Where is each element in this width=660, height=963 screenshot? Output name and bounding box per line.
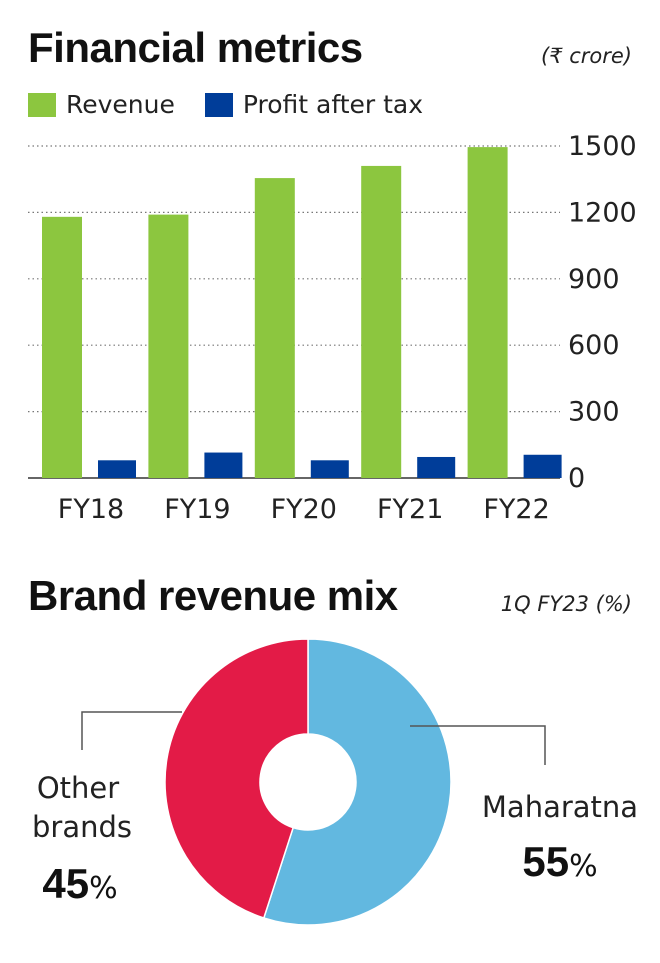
x-tick-label: FY19 [164,494,230,525]
x-tick-label: FY18 [58,494,124,525]
x-tick-label: FY20 [271,494,337,525]
legend-label-revenue: Revenue [66,90,175,119]
bar-revenue-fy21 [361,165,402,479]
pie-chart: Maharatna 55% Other brands 45% [32,638,638,926]
x-tick-label: FY21 [377,494,443,525]
bar-chart: 0 300 600 900 1200 1500 FY18 FY19 FY20 FY21 FY22 [28,131,637,525]
legend-label-profit: Profit after tax [242,90,424,119]
slice-label-other-brands-line1: Other [37,771,119,805]
pie-slice-other-brands [164,638,309,919]
pie-chart-title: Brand revenue mix [28,572,398,619]
y-tick-label: 300 [568,397,620,428]
bar-profit-fy20 [310,460,349,478]
y-tick-label: 0 [568,463,585,494]
bar-chart-title: Financial metrics [28,24,363,71]
y-tick-label: 1500 [568,131,637,162]
leader-line-other-brands [81,711,182,750]
bar-profit-fy18 [98,460,136,478]
legend-swatch-revenue [28,92,56,117]
legend-swatch-profit [204,92,233,117]
bar-chart-legend: Revenue Profit after tax [28,90,453,119]
x-tick-label: FY22 [483,494,549,525]
bar-profit-fy22 [523,454,562,478]
legend-item-revenue: Revenue [28,90,175,119]
bar-revenue-fy22 [467,147,508,478]
bar-revenue-fy18 [42,216,82,478]
slice-value-other-brands: 45% [42,860,117,907]
leader-line-maharatna [410,725,546,765]
y-tick-label: 600 [568,330,620,361]
slice-label-other-brands-line2: brands [32,810,132,844]
y-tick-label: 1200 [568,197,637,228]
bar-chart-unit: (₹ crore) [540,44,632,68]
slice-value-maharatna: 55% [522,838,597,885]
y-tick-label: 900 [568,264,620,295]
legend-item-profit: Profit after tax [204,90,424,119]
bar-profit-fy21 [417,456,456,478]
bar-profit-fy19 [204,452,243,478]
pie-chart-subtitle: 1Q FY23 (%) [500,592,632,616]
bar-revenue-fy20 [254,178,295,479]
bar-revenue-fy19 [148,214,189,478]
pie-slice-maharatna [262,638,452,926]
slice-label-maharatna: Maharatna [482,790,638,824]
